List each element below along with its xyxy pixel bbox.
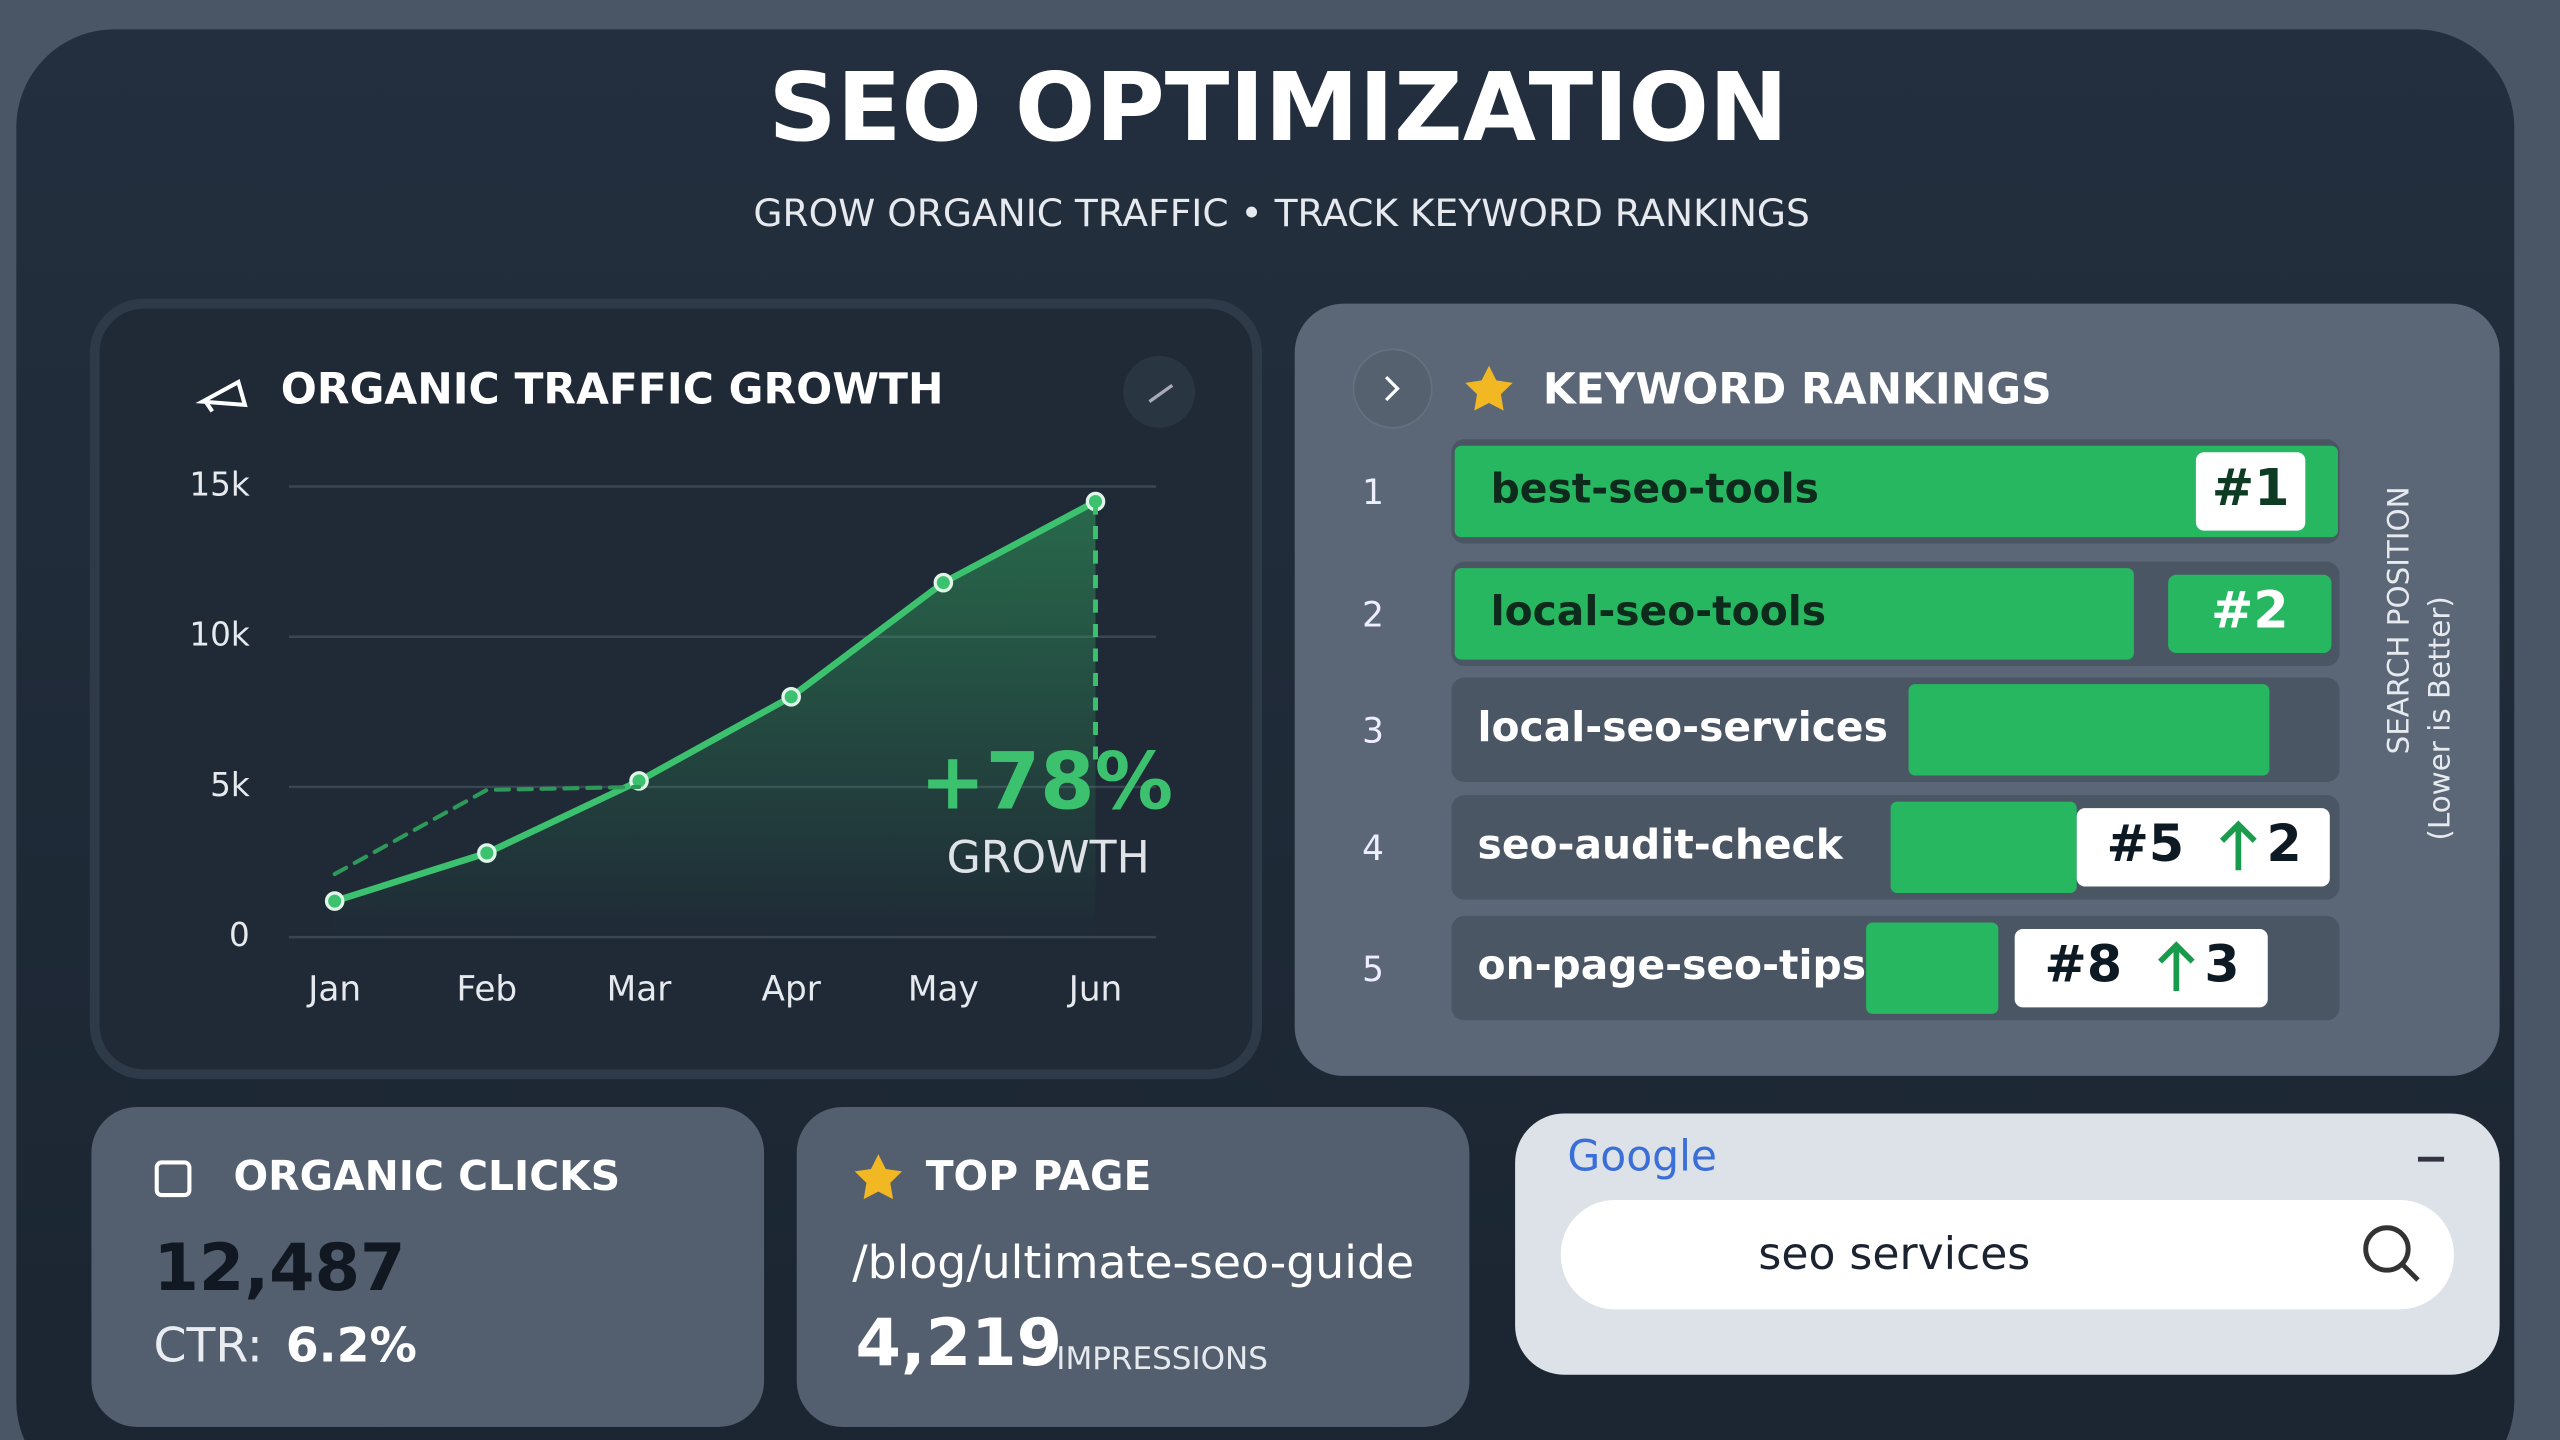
keyword-rows: 1 best-seo-tools #1 2 local-seo-tools #2 3 loca… — [1362, 439, 2340, 1021]
annotation-caption: GROWTH — [947, 832, 1150, 883]
keyword-title: KEYWORD RANKINGS — [1543, 365, 2052, 414]
clicks-card — [91, 1106, 765, 1427]
axis-note: (Lower is Better) — [2422, 596, 2456, 840]
point — [781, 687, 801, 707]
icon — [154, 1160, 192, 1198]
point — [477, 843, 497, 863]
rank-bar — [1908, 684, 2270, 776]
rank: #8 — [2044, 935, 2122, 994]
star-icon — [854, 1154, 903, 1200]
row-index: 4 — [1362, 829, 1384, 869]
rank: #1 — [2212, 458, 2290, 517]
rank-change: 3 — [2204, 935, 2239, 994]
card-title: TOP PAGE — [926, 1152, 1152, 1200]
star-icon — [1465, 365, 1513, 411]
chart-title: ORGANIC TRAFFIC GROWTH — [281, 365, 944, 414]
rank-change: 2 — [2266, 814, 2301, 873]
row-index: 3 — [1362, 712, 1384, 752]
x-tick-label: Jan — [306, 970, 361, 1010]
brand: Google — [1567, 1133, 1717, 1182]
toggle-button[interactable] — [1123, 355, 1196, 428]
top-page-card — [796, 1106, 1470, 1427]
title: SEO OPTIMIZATION — [769, 53, 1789, 163]
x-tick-label: Feb — [457, 970, 518, 1010]
row-index: 2 — [1362, 596, 1384, 636]
rank-pill — [2076, 808, 2330, 887]
rank-pill — [2195, 452, 2306, 531]
impressions-value: 4,219 — [856, 1305, 1063, 1381]
series-line — [331, 498, 1099, 905]
card-title: ORGANIC CLICKS — [233, 1152, 620, 1200]
line-chart: 0 5k 10k 15k Jan Feb Mar Apr May Jun — [189, 466, 1156, 1010]
x-tick-label: Apr — [762, 970, 822, 1010]
row-index: 1 — [1362, 473, 1384, 513]
point — [324, 891, 345, 911]
y-tick-label: 15k — [189, 466, 250, 504]
page-path: /blog/ultimate-seo-guide — [852, 1236, 1414, 1289]
y-tick-label: 10k — [189, 616, 250, 654]
x-tick-label: Jun — [1067, 970, 1123, 1010]
search-query: seo services — [1758, 1229, 2030, 1280]
y-tick-label: 0 — [229, 916, 250, 954]
clicks-value: 12,487 — [153, 1230, 405, 1306]
x-tick-label: Mar — [607, 970, 673, 1010]
icon — [1148, 383, 1174, 403]
keyword: seo-audit-check — [1478, 820, 1844, 868]
keyword: best-seo-tools — [1491, 464, 1819, 512]
impressions-label: IMPRESSIONS — [1056, 1341, 1268, 1377]
search-icon-handle — [2399, 1261, 2420, 1282]
rank-pill — [2014, 928, 2268, 1008]
series-line — [332, 784, 642, 877]
icon — [1384, 375, 1400, 402]
rank: #2 — [2211, 580, 2289, 639]
search-box[interactable] — [1560, 1200, 2454, 1310]
rank-bar — [1890, 801, 2077, 894]
back-button[interactable] — [1352, 348, 1433, 429]
ctr-value: 6.2% — [286, 1319, 417, 1374]
rank-pill — [2168, 574, 2332, 654]
rank-bar — [1866, 922, 1999, 1014]
rank-bar — [1454, 445, 2338, 538]
keyword: local-seo-tools — [1491, 587, 1826, 635]
annotation: +78% — [920, 736, 1173, 827]
axis-label: SEARCH POSITION — [2382, 486, 2416, 754]
up-arrow — [2220, 820, 2257, 871]
subtitle: GROW ORGANIC TRAFFIC • TRACK KEYWORD RAN… — [753, 191, 1809, 235]
area — [334, 501, 1096, 938]
keyword: local-seo-services — [1478, 703, 1888, 751]
point — [933, 572, 954, 593]
search-icon[interactable] — [2363, 1225, 2411, 1273]
keyword: on-page-seo-tips — [1478, 941, 1866, 989]
row-index: 5 — [1362, 950, 1384, 990]
y-tick-label: 5k — [210, 766, 250, 804]
rank: #5 — [2106, 814, 2184, 873]
rank-bar — [1454, 568, 2134, 660]
up-arrow — [2157, 941, 2195, 992]
x-tick-label: May — [908, 970, 979, 1010]
icon — [195, 379, 248, 413]
ctr-label: CTR: — [153, 1319, 262, 1374]
